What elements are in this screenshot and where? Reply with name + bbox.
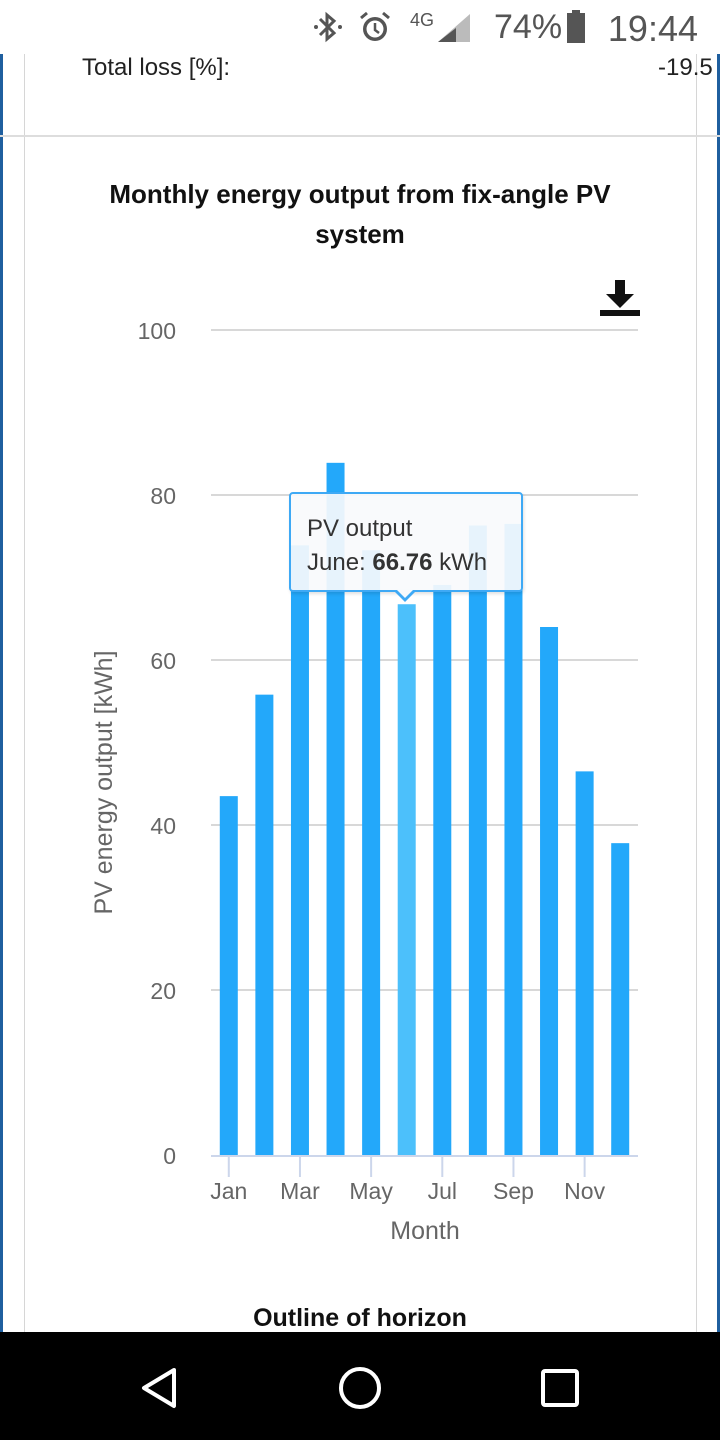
- alarm-icon: [358, 10, 392, 49]
- y-tick-label: 80: [150, 483, 176, 509]
- tooltip-series: PV output: [307, 515, 413, 542]
- page-content: Total loss [%]: -19.5 Monthly energy out…: [0, 54, 720, 1332]
- bar-jan: [219, 796, 238, 1155]
- recents-button[interactable]: [532, 1360, 588, 1416]
- bar-feb: [255, 694, 274, 1155]
- bar-chart: 0 20 40 60 80 100 Jan Mar May Jul Sep Nov Month PV en…: [90, 318, 638, 1245]
- x-tick-label: Jan: [210, 1178, 247, 1204]
- x-tick-label: Nov: [564, 1178, 605, 1204]
- chart-tooltip: PV output June: 66.76 kWh: [289, 492, 523, 592]
- bar-mar: [290, 545, 309, 1155]
- back-icon: [142, 1368, 176, 1408]
- bar-oct: [540, 627, 559, 1155]
- x-tick-label: Sep: [493, 1178, 534, 1204]
- bar-sep: [504, 523, 523, 1155]
- bar-may: [362, 550, 381, 1155]
- y-axis-title: PV energy output [kWh]: [90, 650, 118, 914]
- total-loss-value: -19.5: [658, 54, 713, 81]
- tooltip-month: June:: [307, 549, 366, 576]
- battery-icon: [566, 10, 586, 49]
- network-type: 4G: [410, 10, 435, 30]
- y-tick-label: 20: [150, 978, 176, 1004]
- download-button[interactable]: [596, 278, 644, 322]
- bar-jun: [397, 604, 416, 1155]
- bar-aug: [468, 525, 487, 1155]
- back-button[interactable]: [132, 1360, 188, 1416]
- tooltip-value-line: June: 66.76 kWh: [307, 546, 521, 580]
- x-tick-label: May: [349, 1178, 393, 1204]
- tooltip-value: 66.76: [372, 549, 433, 576]
- total-loss-label: Total loss [%]:: [82, 54, 231, 81]
- right-edge: [717, 54, 720, 1332]
- y-tick-label: 60: [150, 648, 176, 674]
- x-tick-label: Mar: [280, 1178, 320, 1204]
- panel-border-right: [696, 54, 697, 1332]
- download-icon: [600, 280, 640, 316]
- y-tick-label: 100: [138, 318, 176, 344]
- y-tick-label: 40: [150, 813, 176, 839]
- bar-nov: [575, 771, 594, 1155]
- horizon-section-title: Outline of horizon: [253, 1304, 467, 1332]
- chart-title: Monthly energy output from fix-angle PV …: [109, 179, 611, 249]
- section-divider: [0, 135, 720, 137]
- navigation-bar: [0, 1332, 720, 1440]
- y-tick-label: 0: [163, 1143, 176, 1169]
- x-tick-label: Jul: [428, 1178, 457, 1204]
- recents-icon: [541, 1369, 579, 1407]
- left-edge: [0, 54, 3, 1332]
- bluetooth-icon: [314, 10, 342, 49]
- status-bar: 4G 74% 19:44: [0, 0, 720, 54]
- battery-percent: 74%: [494, 8, 563, 46]
- clock: 19:44: [607, 8, 698, 49]
- home-icon: [339, 1367, 381, 1409]
- home-button[interactable]: [332, 1360, 388, 1416]
- panel-border-left: [24, 54, 25, 1332]
- tooltip-unit: kWh: [439, 549, 488, 576]
- signal-icon: [436, 12, 472, 49]
- bar-dec: [611, 843, 630, 1155]
- bar-apr: [326, 462, 345, 1155]
- x-axis-title: Month: [390, 1217, 459, 1245]
- bar-jul: [433, 584, 452, 1155]
- tooltip-pointer-fill: [396, 589, 414, 598]
